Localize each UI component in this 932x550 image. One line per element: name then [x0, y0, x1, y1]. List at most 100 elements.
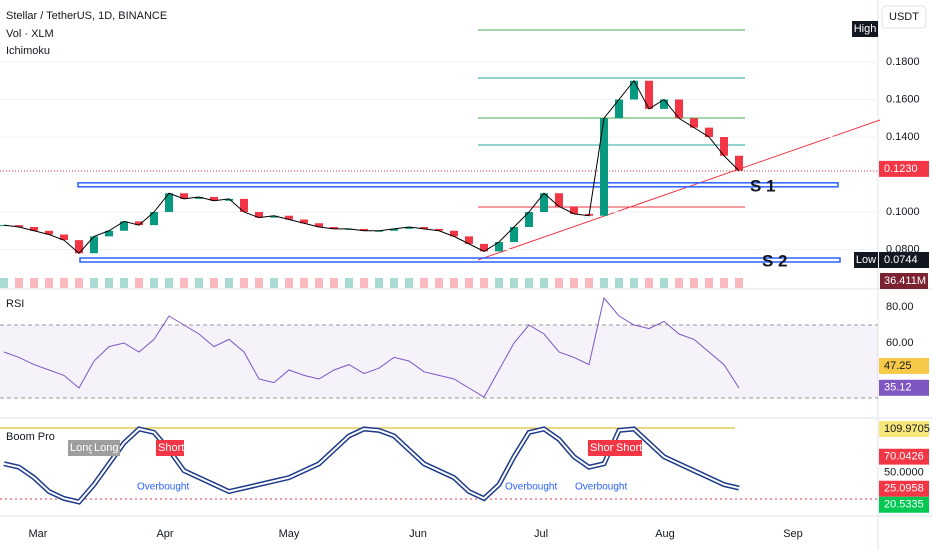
price-tick-label: 0.1400	[886, 131, 920, 143]
volume-bar	[450, 278, 458, 288]
candle	[705, 127, 713, 137]
candle	[360, 228, 368, 231]
volume-bar	[120, 278, 128, 288]
volume-bar	[510, 278, 518, 288]
month-label: Jun	[409, 528, 427, 540]
signal: Long	[70, 442, 94, 454]
candle	[165, 193, 173, 212]
signal-bg	[156, 440, 184, 456]
price-badge-label: 0.1230	[884, 163, 918, 175]
signal-bg	[68, 440, 96, 456]
volume-bar	[105, 278, 113, 288]
overbought-note: Overbought	[505, 482, 557, 493]
month-label: May	[279, 528, 300, 540]
candle	[720, 137, 728, 156]
volume-bar	[735, 278, 743, 288]
volume-bar	[705, 278, 713, 288]
candle	[555, 193, 563, 207]
candle	[420, 227, 428, 229]
tag: Low	[856, 254, 876, 266]
candle	[330, 227, 338, 229]
candle	[30, 227, 38, 231]
volume-bar	[555, 278, 563, 288]
volume-bar	[195, 278, 203, 288]
candle	[675, 99, 683, 119]
volume-badge: 36.411M	[884, 275, 926, 287]
price-tick-label: 0.1800	[886, 56, 920, 68]
volume-bar	[210, 278, 218, 288]
candle	[480, 243, 488, 252]
volume-bar	[630, 278, 638, 288]
rsi-tick-label: 60.00	[886, 337, 914, 349]
price-badge	[879, 496, 929, 513]
price-badge-label: 20.5335	[884, 499, 924, 511]
volume-bar	[435, 278, 443, 288]
candle	[300, 219, 308, 224]
volume-bar	[240, 278, 248, 288]
price-badge	[879, 160, 929, 177]
candle	[540, 193, 548, 212]
volume-bar	[570, 278, 578, 288]
price-badge	[879, 464, 929, 481]
rsi-title: RSI	[6, 298, 24, 310]
rsi-line	[3, 296, 740, 398]
volume-bar	[585, 278, 593, 288]
volume-bar	[465, 278, 473, 288]
candle	[210, 197, 218, 201]
currency[interactable]: USDT	[889, 11, 919, 23]
volume-bar	[15, 278, 23, 288]
volume-bar	[300, 278, 308, 288]
month-label: Apr	[156, 528, 173, 540]
volume-bar	[165, 278, 173, 288]
price-badge-label: 70.0426	[884, 451, 924, 463]
volume-bar	[45, 278, 53, 288]
price-badge-label: 25.0958	[884, 483, 924, 495]
volume-bar	[75, 278, 83, 288]
trend-line	[477, 119, 881, 261]
signal: Short	[590, 442, 616, 454]
boom-line-inner	[3, 427, 740, 504]
candle	[315, 223, 323, 227]
currency-button[interactable]	[881, 5, 927, 29]
candle	[150, 212, 158, 226]
volume-badge-bg	[880, 273, 928, 289]
overbought-note: Overbought	[575, 482, 627, 493]
candle	[660, 99, 668, 109]
candle	[270, 215, 278, 218]
candle	[75, 240, 83, 254]
candle	[45, 230, 53, 235]
signal-bg	[614, 440, 642, 456]
rsi-band	[0, 325, 878, 398]
volume-bar	[660, 278, 668, 288]
volume-bar	[420, 278, 428, 288]
candle	[135, 221, 143, 226]
volume-label: Vol · XLM	[6, 28, 54, 40]
volume-bar	[600, 278, 608, 288]
candle	[735, 155, 743, 171]
price-badge-label: 109.9705	[884, 423, 930, 435]
candle	[390, 228, 398, 231]
candle	[90, 236, 98, 254]
volume-bar	[0, 278, 8, 288]
volume-bar	[135, 278, 143, 288]
signal: Short	[616, 442, 642, 454]
indicator-label: Ichimoku	[6, 45, 50, 57]
volume-bar	[675, 278, 683, 288]
support-label: S 1	[750, 176, 776, 195]
candle	[630, 80, 638, 100]
volume-bar	[150, 278, 158, 288]
signal-bg	[92, 440, 120, 456]
price-badge	[879, 379, 929, 396]
price-badge-label: 35.12	[884, 382, 912, 394]
volume-bar	[495, 278, 503, 288]
volume-bar	[30, 278, 38, 288]
candle	[405, 227, 413, 229]
volume-bar	[390, 278, 398, 288]
candle	[435, 228, 443, 231]
price-badge	[879, 252, 929, 268]
volume-bar	[525, 278, 533, 288]
candle	[225, 198, 233, 201]
candle	[105, 230, 113, 237]
